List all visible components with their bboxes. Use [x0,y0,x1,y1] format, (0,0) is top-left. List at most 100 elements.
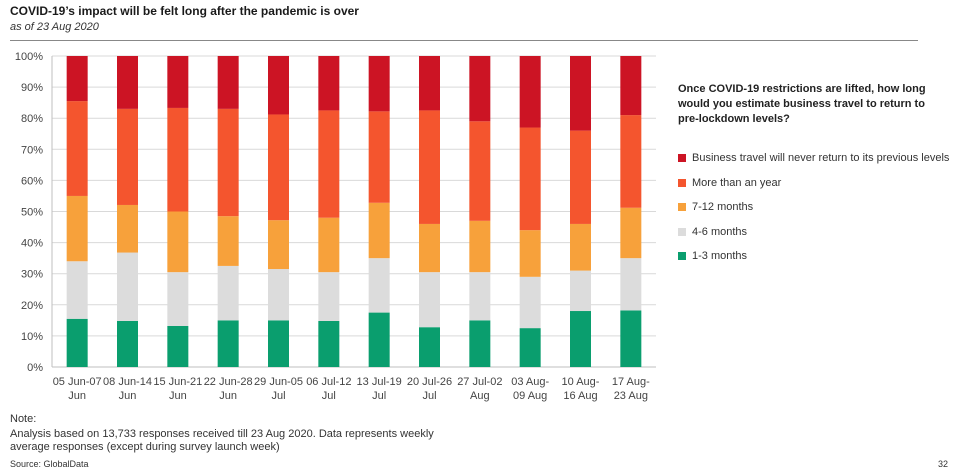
bar-segment [620,56,642,116]
x-tick-label: 29 Jun-05 [254,376,303,388]
bar-segment [620,258,642,311]
bar-segment [519,328,541,367]
bar-segment [469,320,491,367]
page-title: COVID-19’s impact will be felt long afte… [10,4,359,18]
y-tick-label: 30% [21,269,43,281]
bar-segment [368,202,390,259]
y-tick-label: 90% [21,82,43,94]
legend-swatch [678,203,686,212]
bar-segment [217,216,239,266]
legend-item: 4-6 months [678,220,958,245]
x-tick-label: 06 Jul-12 [306,376,351,388]
bar-segment [167,107,189,212]
bar-segment [419,110,440,224]
bar-segment [167,56,189,108]
bar-segment [570,130,591,224]
note-text: Analysis based on 13,733 responses recei… [10,428,434,453]
bar-segment [268,56,289,115]
x-tick-label: 05 Jun-07 [53,376,102,388]
bar-segment [570,270,591,312]
bar-segment [66,195,88,262]
chart-legend: Business travel will never return to its… [678,146,958,269]
y-tick-label: 80% [21,113,43,125]
bar-segment [368,111,390,203]
y-tick-label: 20% [21,300,43,312]
bar-segment [519,230,541,277]
legend-label: 7-12 months [692,201,754,214]
legend-swatch [678,178,686,187]
bar-segment [620,115,642,208]
y-tick-label: 70% [21,144,43,156]
bar-segment [217,320,239,367]
bar-segment [318,56,340,111]
note-label: Note: [10,413,37,425]
x-tick-label: Jul [422,390,436,402]
bar-segment [318,320,340,367]
legend-item: 7-12 months [678,195,958,220]
x-tick-label: Jul [372,390,386,402]
bar-segment [66,318,88,367]
y-tick-label: 100% [15,51,43,63]
x-tick-label: 08 Jun-14 [103,376,152,388]
legend-item: 1-3 months [678,244,958,269]
bar-segment [570,56,591,131]
bar-segment [419,56,440,111]
bar-segment [570,223,591,271]
x-tick-label: 03 Aug- [511,376,549,388]
page-subtitle: as of 23 Aug 2020 [10,21,99,33]
bar-segment [167,272,189,326]
x-tick-label: Jun [68,390,86,402]
bar-segment [368,56,390,112]
bar-segment [469,272,491,321]
bar-segment [117,252,138,321]
title-divider [10,40,918,41]
bar-segment [469,220,491,273]
bar-segment [117,320,138,367]
legend-item: Business travel will never return to its… [678,146,958,171]
bar-segment [318,272,340,321]
x-tick-label: Aug [470,390,490,402]
legend-label: Business travel will never return to its… [692,152,950,165]
x-tick-label: Jun [119,390,137,402]
bar-segment [66,261,88,319]
x-tick-label: Jul [271,390,285,402]
x-tick-label: Jun [169,390,187,402]
x-tick-label: 13 Jul-19 [357,376,402,388]
legend-label: 4-6 months [692,225,748,238]
bar-segment [217,56,239,109]
legend-label: 1-3 months [692,250,748,263]
x-tick-label: 20 Jul-26 [407,376,452,388]
bar-segment [117,108,138,205]
bar-segment [268,220,289,270]
bar-segment [519,56,541,128]
bar-segment [620,207,642,259]
bar-segment [419,223,440,273]
bar-segment [268,114,289,221]
y-tick-label: 50% [21,207,43,219]
bar-segment [117,204,138,253]
bar-segment [268,269,289,321]
legend-item: More than an year [678,171,958,196]
y-tick-label: 0% [27,362,43,374]
legend-swatch [678,252,686,261]
x-tick-label: 22 Jun-28 [204,376,253,388]
bar-segment [469,56,491,122]
bar-segment [318,217,340,273]
source-text: Source: GlobalData [10,459,89,469]
bar-segment [519,276,541,329]
y-tick-label: 60% [21,175,43,187]
bar-segment [167,325,189,367]
x-tick-label: 27 Jul-02 [457,376,502,388]
bar-segment [66,101,88,196]
bar-segment [217,265,239,321]
bar-segment [117,56,138,109]
legend-swatch [678,154,686,163]
bar-segment [469,121,491,221]
x-tick-label: Jul [322,390,336,402]
bar-segment [217,108,239,217]
bar-segment [419,272,440,328]
bar-segment [519,127,541,231]
bar-segment [620,310,642,367]
bar-segment [268,320,289,367]
legend-label: More than an year [692,176,782,189]
